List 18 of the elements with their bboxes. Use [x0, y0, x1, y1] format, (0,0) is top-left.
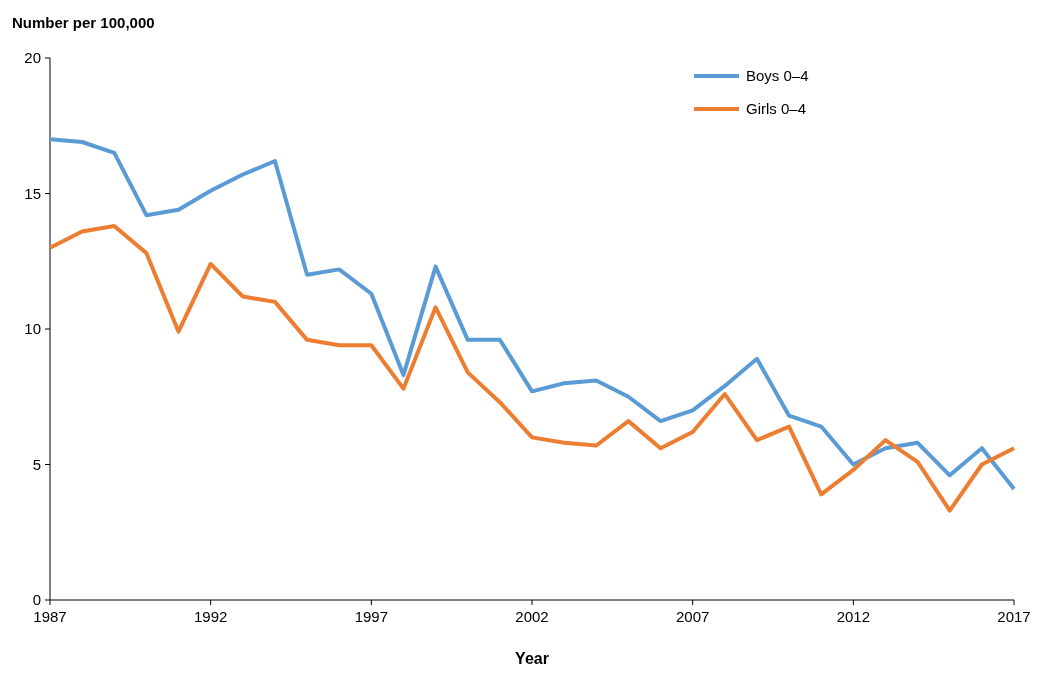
y-tick-label: 15	[24, 184, 41, 202]
x-tick-label: 2002	[515, 608, 549, 625]
y-tick-label: 20	[24, 49, 41, 67]
y-tick-label: 0	[32, 591, 41, 609]
y-tick-label: 5	[32, 455, 41, 473]
x-tick-label: 2007	[675, 608, 710, 625]
line-series	[48, 224, 1016, 513]
legend-label: Boys 0–4	[746, 67, 809, 85]
x-tick-label: 1992	[193, 608, 228, 625]
x-axis-title: Year	[515, 650, 549, 667]
y-axis-title: Number per 100,000	[12, 14, 155, 31]
x-tick-label: 1997	[354, 608, 389, 625]
y-tick-label: 10	[24, 320, 41, 338]
x-tick-label: 1987	[33, 608, 67, 625]
legend-label: Girls 0–4	[746, 100, 807, 118]
x-tick-label: 2017	[997, 608, 1031, 625]
x-tick-label: 2012	[836, 608, 871, 625]
line-series	[48, 137, 1016, 491]
